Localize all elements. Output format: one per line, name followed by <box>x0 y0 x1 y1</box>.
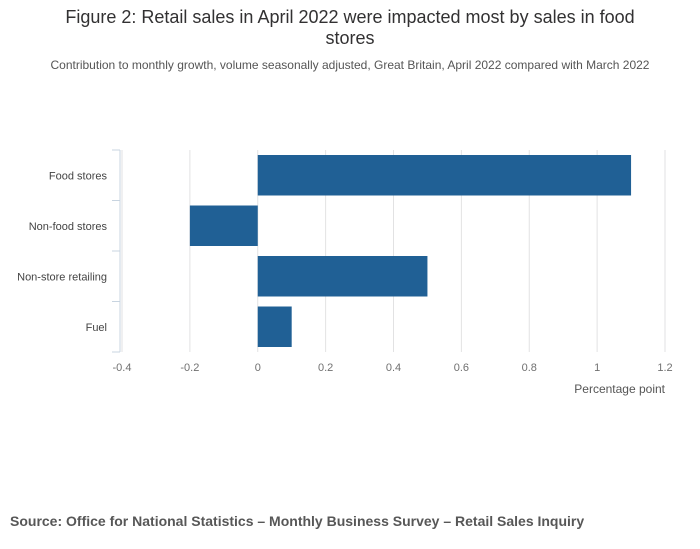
bar <box>257 256 428 297</box>
axis-labels: -0.4 -0.2 0 0.2 0.4 0.6 0.8 1 1.2 Food stores Non-… <box>17 170 673 374</box>
bar <box>189 205 258 246</box>
x-axis-title: Percentage point <box>574 382 665 396</box>
bar <box>257 306 292 347</box>
bars <box>189 155 632 347</box>
chart-title: Figure 2: Retail sales in April 2022 wer… <box>65 7 635 48</box>
bar <box>257 155 632 196</box>
x-tick-label: 0.8 <box>522 362 537 374</box>
category-axis <box>112 149 121 353</box>
category-label: Food stores <box>49 170 108 182</box>
x-tick-label: 1 <box>594 362 600 374</box>
x-tick-label: 0 <box>255 362 261 374</box>
category-label: Non-food stores <box>29 221 108 233</box>
x-tick-label: 1.2 <box>657 362 672 374</box>
x-tick-label: -0.4 <box>113 362 132 374</box>
x-tick-label: -0.2 <box>180 362 199 374</box>
chart-subtitle: Contribution to monthly growth, volume s… <box>50 58 650 72</box>
x-tick-label: 0.4 <box>386 362 401 374</box>
x-tick-label: 0.2 <box>318 362 333 374</box>
source-note: Source: Office for National Statistics –… <box>10 513 585 529</box>
x-tick-label: 0.6 <box>454 362 469 374</box>
category-label: Fuel <box>86 322 107 334</box>
category-label: Non-store retailing <box>17 271 107 283</box>
